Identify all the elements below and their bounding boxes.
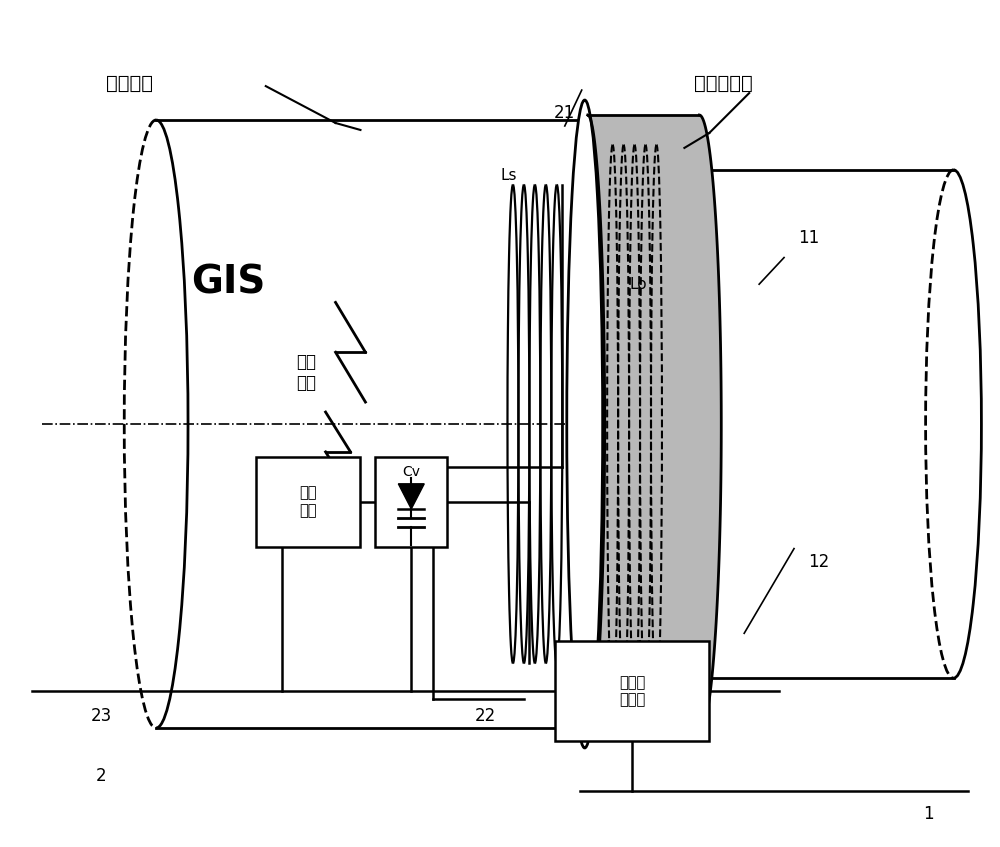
Ellipse shape [567,100,603,748]
Bar [375,457,447,546]
Text: 22: 22 [474,707,496,725]
Polygon shape [398,484,424,509]
Text: 金属筱体: 金属筱体 [106,74,153,92]
Text: Cv: Cv [402,465,420,479]
Text: 21: 21 [554,104,575,122]
Text: Ls: Ls [500,168,516,183]
Text: 局部
放电: 局部 放电 [296,352,316,391]
Text: 1: 1 [923,805,934,822]
Text: 2: 2 [96,767,107,785]
Text: Lo: Lo [630,278,647,292]
Text: 橡胶密封圈: 橡胶密封圈 [694,74,753,92]
Text: 11: 11 [798,229,820,246]
Text: 12: 12 [808,552,830,571]
Text: 滤波
电路: 滤波 电路 [299,485,317,518]
Bar [555,641,709,741]
Text: 23: 23 [91,707,112,725]
Polygon shape [588,115,721,733]
Bar [256,457,360,546]
Text: GIS: GIS [191,263,265,302]
Text: 信号处
理电路: 信号处 理电路 [619,675,645,707]
